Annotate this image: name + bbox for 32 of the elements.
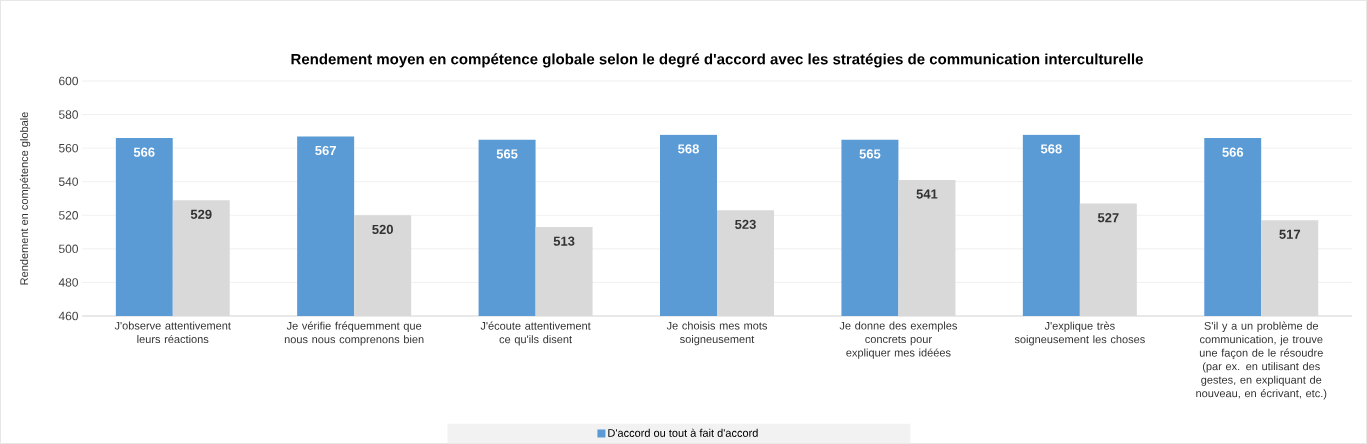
y-tick-label: 460 — [58, 311, 79, 321]
chart-title: Rendement moyen en compétence globale selon le degré d'accord avec les stratégies de communication interculturelle — [291, 53, 1143, 68]
x-tick-label: Je vérifie fréquemment que nous nous comprenons bien — [284, 321, 424, 346]
y-tick-label: 500 — [58, 244, 79, 254]
x-tick-label: Je choisis mes mots soigneusement — [666, 321, 768, 346]
legend-label: D'accord ou tout à fait d'accord — [608, 428, 758, 437]
y-tick-label: 580 — [58, 110, 79, 119]
x-tick-label: J'explique très soigneusement les choses — [1014, 321, 1145, 346]
x-tick-label: J'observe attentivement leurs réactions — [114, 321, 231, 344]
data-label: 523 — [735, 219, 756, 229]
data-label: 567 — [315, 145, 336, 156]
y-tick-label: 520 — [58, 211, 79, 220]
data-label: 513 — [553, 236, 575, 246]
data-label: 517 — [1279, 229, 1301, 239]
data-label: 568 — [678, 144, 699, 154]
data-label: 565 — [496, 149, 518, 159]
data-label: 568 — [1040, 144, 1062, 154]
data-label: 566 — [1222, 147, 1244, 157]
y-tick-label: 560 — [58, 143, 79, 153]
y-tick-label: 540 — [58, 177, 79, 186]
x-tick-label: Je donne des exemples concrets pour expliquer mes idéées — [839, 321, 957, 359]
y-axis-title: Rendement en compétence globale — [19, 112, 31, 285]
data-label: 566 — [133, 147, 155, 157]
data-label: 529 — [190, 209, 212, 219]
y-tick-label: 600 — [59, 76, 79, 86]
data-label: 527 — [1097, 213, 1119, 223]
x-tick-label: S'il y a un problème de communication, je trouve une façon de le résoudre (par ex. en utilisant des gestes, en expliquant de nouveau, en écrivant, etc.) — [1196, 321, 1327, 400]
x-tick-label: J'écoute attentivement ce qu'ils disent — [480, 321, 591, 346]
y-tick-label: 480 — [58, 278, 79, 287]
data-label: 541 — [916, 189, 938, 199]
data-label: 520 — [372, 224, 393, 235]
data-label: 565 — [859, 149, 881, 159]
